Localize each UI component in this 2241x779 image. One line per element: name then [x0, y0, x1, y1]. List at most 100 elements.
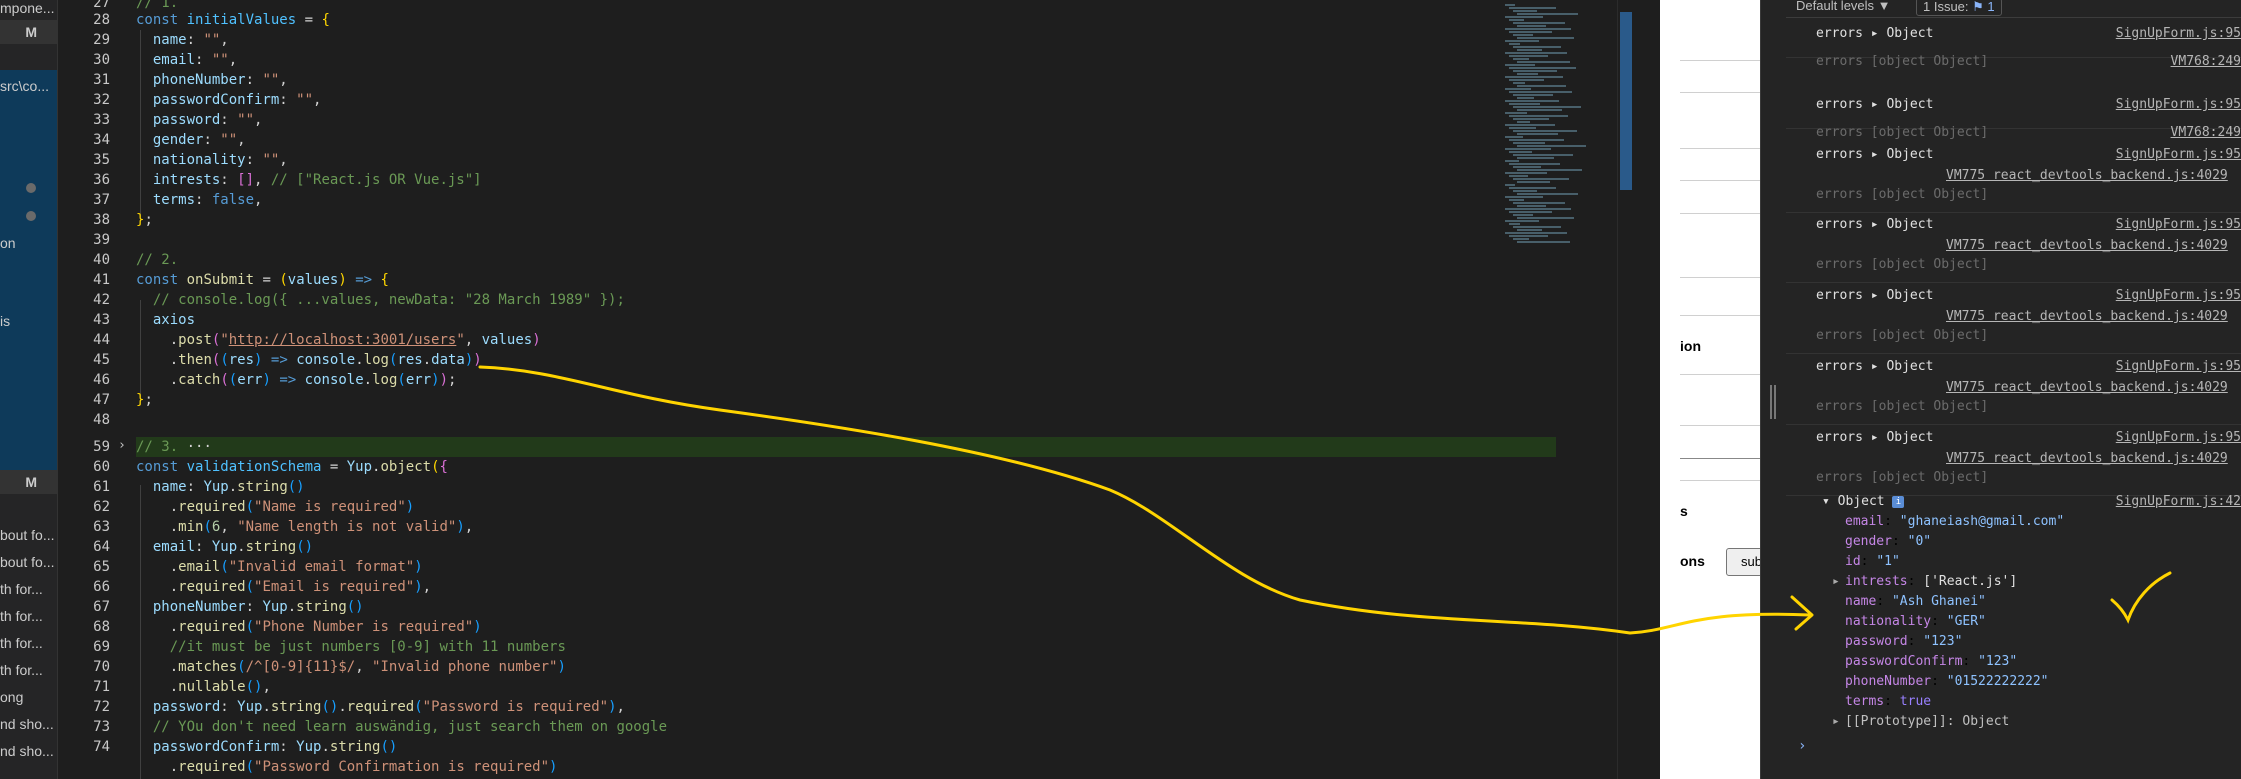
- source-link[interactable]: SignUpForm.js:95: [2115, 147, 2241, 162]
- code-line: .min(6, "Name length is not valid"),: [136, 519, 474, 535]
- console-message-text[interactable]: errors ▸ Object: [1816, 217, 1934, 232]
- sidebar-folder-label[interactable]: src\co...: [0, 78, 50, 94]
- console-message-text[interactable]: errors ▸ Object: [1816, 288, 1934, 303]
- minimap-line: [1517, 145, 1586, 147]
- minimap[interactable]: [1501, 0, 1621, 260]
- minimap-line: [1505, 124, 1555, 126]
- source-link[interactable]: SignUpForm.js:95: [2115, 288, 2241, 303]
- form-field-border[interactable]: [1680, 213, 1780, 214]
- console-message-text[interactable]: errors ▸ Object: [1816, 26, 1934, 41]
- sidebar-list-item[interactable]: nd sho...: [0, 716, 54, 732]
- form-field-border[interactable]: [1680, 180, 1780, 181]
- line-number: 60: [93, 459, 110, 475]
- sidebar-list-item[interactable]: th for...: [0, 662, 43, 678]
- property-key: id: [1845, 554, 1861, 569]
- indent-guide: [140, 300, 141, 405]
- code-line: // console.log({ ...values, newData: "28…: [152, 292, 625, 308]
- minimap-line: [1517, 97, 1534, 99]
- prototype-entry[interactable]: ▸ [[Prototype]]: Object: [1832, 714, 2009, 729]
- console-message[interactable]: errors ▸ Object SignUpForm.js:95 VM775 rea…: [1786, 284, 2241, 354]
- issues-button[interactable]: 1 Issue: ⚑ 1: [1916, 0, 2002, 16]
- object-property: password: "123": [1845, 634, 1963, 649]
- property-key: name: [1845, 594, 1877, 609]
- console-message[interactable]: errors ▸ Object SignUpForm.js:95 VM775 rea…: [1786, 355, 2241, 425]
- console-message[interactable]: errors ▸ Object SignUpForm.js:95 VM775 rea…: [1786, 426, 2241, 496]
- code-area[interactable]: // 1. const initialValues = { name: "", …: [136, 0, 1556, 779]
- console-message[interactable]: errors ▸ Object SignUpForm.js:95 errors [o…: [1786, 93, 2241, 140]
- console-message[interactable]: errors ▸ Object SignUpForm.js:95 errors [o…: [1786, 22, 2241, 69]
- source-link[interactable]: SignUpForm.js:95: [2115, 359, 2241, 374]
- form-field-border[interactable]: [1680, 148, 1780, 149]
- log-levels-dropdown[interactable]: Default levels ▼: [1796, 0, 1891, 13]
- object-property[interactable]: ▸ intrests: ['React.js']: [1832, 574, 2018, 589]
- source-link[interactable]: VM775 react_devtools_backend.js:4029: [1946, 380, 2228, 395]
- source-link[interactable]: SignUpForm.js:95: [2115, 26, 2241, 41]
- minimap-line: [1513, 190, 1537, 192]
- code-line: phoneNumber: "",: [152, 72, 288, 88]
- minimap-line: [1509, 187, 1556, 189]
- code-line: password: Yup.string().required("Passwor…: [152, 699, 625, 715]
- minimap-line: [1517, 193, 1578, 195]
- editor-scrollbar[interactable]: [1617, 0, 1633, 779]
- expand-arrow-icon[interactable]: ▸: [1832, 574, 1840, 589]
- scrollbar-thumb[interactable]: [1620, 12, 1632, 190]
- source-link[interactable]: SignUpForm.js:95: [2115, 97, 2241, 112]
- console-message-text[interactable]: errors ▸ Object: [1816, 97, 1934, 112]
- form-field-border[interactable]: [1680, 60, 1780, 61]
- object-header[interactable]: ▾ Object i: [1822, 494, 1905, 509]
- property-key: password: [1845, 634, 1908, 649]
- console-prompt[interactable]: ›: [1798, 738, 1807, 754]
- sidebar-list-item[interactable]: th for...: [0, 581, 43, 597]
- console-message-text[interactable]: errors ▸ Object: [1816, 430, 1934, 445]
- source-link[interactable]: VM768:249: [2170, 125, 2241, 140]
- sidebar-list-item[interactable]: bout fo...: [0, 554, 55, 570]
- sidebar-section-header[interactable]: M: [0, 20, 57, 44]
- line-number: 29: [93, 32, 110, 48]
- panel-resize-divider[interactable]: [1760, 0, 1786, 779]
- console-message-text[interactable]: errors ▸ Object: [1816, 359, 1934, 374]
- minimap-line: [1509, 19, 1524, 21]
- line-number: 59: [93, 439, 110, 455]
- fold-chevron-icon[interactable]: ›: [118, 438, 126, 453]
- sidebar-item[interactable]: on: [0, 235, 16, 251]
- sidebar-list-item[interactable]: ong: [0, 689, 24, 705]
- code-line: phoneNumber: Yup.string(): [152, 599, 364, 615]
- code-line: const validationSchema = Yup.object({: [136, 459, 448, 475]
- devtools-console[interactable]: Default levels ▼ 1 Issue: ⚑ 1 errors ▸ O…: [1786, 0, 2241, 779]
- console-message-text[interactable]: errors ▸ Object: [1816, 147, 1934, 162]
- console-message-text: errors [object Object]: [1816, 257, 1989, 272]
- source-link[interactable]: VM768:249: [2170, 54, 2241, 69]
- form-field-border[interactable]: [1680, 277, 1780, 278]
- sidebar-list-item[interactable]: bout fo...: [0, 527, 55, 543]
- code-line-folded[interactable]: // 3. ···: [136, 439, 212, 455]
- sidebar-list-item[interactable]: th for...: [0, 608, 43, 624]
- source-link[interactable]: VM775 react_devtools_backend.js:4029: [1946, 168, 2228, 183]
- code-line: .email("Invalid email format"): [136, 559, 423, 575]
- minimap-line: [1505, 136, 1523, 138]
- minimap-line: [1513, 82, 1525, 84]
- sidebar-item[interactable]: is: [0, 313, 11, 329]
- console-message[interactable]: errors ▸ Object SignUpForm.js:95 VM775 rea…: [1786, 143, 2241, 213]
- source-link[interactable]: VM775 react_devtools_backend.js:4029: [1946, 309, 2228, 324]
- code-editor[interactable]: 27 28 29 30 31 32 33 34 35 36 37 38 39 40 41 42 43 44 45 46…: [57, 0, 1640, 779]
- minimap-line: [1517, 181, 1550, 183]
- source-link[interactable]: SignUpForm.js:95: [2115, 430, 2241, 445]
- minimap-line: [1513, 70, 1557, 72]
- form-field-border[interactable]: [1680, 315, 1780, 316]
- source-link[interactable]: VM775 react_devtools_backend.js:4029: [1946, 451, 2228, 466]
- expand-arrow-icon[interactable]: ▸: [1832, 714, 1840, 729]
- line-number: 71: [93, 679, 110, 695]
- source-link[interactable]: SignUpForm.js:95: [2115, 217, 2241, 232]
- drag-handle-icon[interactable]: [1770, 385, 1776, 419]
- console-message-text: errors [object Object]: [1816, 399, 1989, 414]
- form-field-border[interactable]: [1680, 92, 1780, 93]
- minimap-line: [1517, 205, 1546, 207]
- sidebar-section-header[interactable]: M: [0, 470, 57, 494]
- source-link[interactable]: SignUpForm.js:42: [2115, 494, 2241, 509]
- code-line: const initialValues = {: [136, 12, 330, 28]
- source-link[interactable]: VM775 react_devtools_backend.js:4029: [1946, 238, 2228, 253]
- console-message[interactable]: errors ▸ Object SignUpForm.js:95 VM775 rea…: [1786, 213, 2241, 283]
- sidebar-list-item[interactable]: nd sho...: [0, 743, 54, 759]
- sidebar-list-item[interactable]: th for...: [0, 635, 43, 651]
- code-line: nationality: "",: [152, 152, 288, 168]
